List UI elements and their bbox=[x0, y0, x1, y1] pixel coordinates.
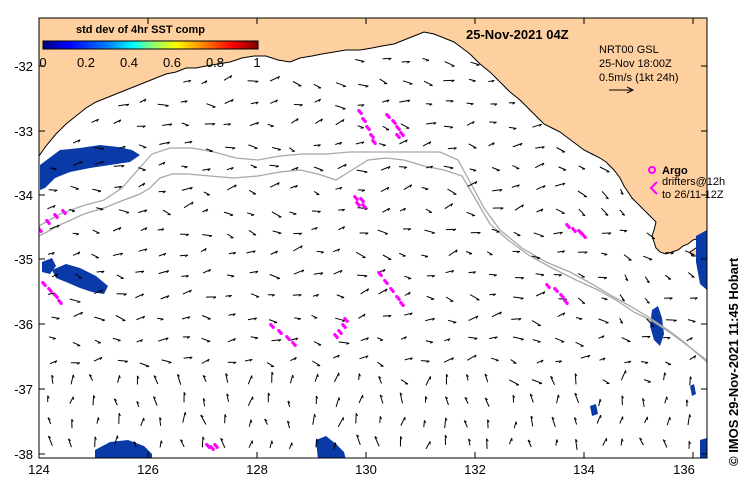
product-line: 25-Nov 18:00Z bbox=[599, 58, 672, 70]
product-info: NRT00 GSL 25-Nov 18:00Z 0.5m/s (1kt 24h) bbox=[599, 44, 678, 94]
credit-text: © IMOS 29-Nov-2021 11:45 Hobart bbox=[726, 257, 741, 466]
x-tick-label: 124 bbox=[28, 462, 50, 477]
x-tick-label: 132 bbox=[464, 462, 486, 477]
axis-ticks bbox=[38, 18, 707, 458]
colorbar-tick: 0.4 bbox=[120, 55, 138, 70]
x-tick-label: 128 bbox=[246, 462, 268, 477]
land-mass bbox=[39, 18, 707, 255]
sst-variance-patches bbox=[40, 145, 707, 458]
scale-arrow-icon bbox=[609, 86, 635, 94]
x-tick-label: 126 bbox=[137, 462, 159, 477]
product-line: NRT00 GSL bbox=[599, 44, 659, 56]
product-line: 0.5m/s (1kt 24h) bbox=[599, 72, 678, 84]
argo-drifter-tracks bbox=[39, 109, 587, 451]
y-tick-label: -33 bbox=[14, 124, 33, 139]
colorbar-tick: 0 bbox=[39, 55, 46, 70]
drifter-symbol-icon bbox=[649, 181, 658, 195]
colorbar-title: std dev of 4hr SST comp bbox=[76, 24, 205, 36]
y-tick-label: -34 bbox=[14, 188, 33, 203]
argo-label: Argo bbox=[662, 165, 688, 177]
y-tick-label: -38 bbox=[14, 447, 33, 462]
x-tick-label: 130 bbox=[355, 462, 377, 477]
x-axis-labels: 124 126 128 130 132 134 136 bbox=[28, 462, 695, 477]
colorbar: std dev of 4hr SST comp 0 0.2 0.4 0.6 0.… bbox=[39, 24, 260, 70]
x-tick-label: 134 bbox=[573, 462, 595, 477]
shelf-contour-1000m bbox=[39, 157, 707, 361]
y-axis-labels: -32 -33 -34 -35 -36 -37 -38 bbox=[14, 59, 33, 462]
argo-legend: Argo drifters@12h to 26/11-12Z bbox=[648, 165, 725, 201]
y-tick-label: -35 bbox=[14, 252, 33, 267]
y-tick-label: -32 bbox=[14, 59, 33, 74]
y-tick-label: -36 bbox=[14, 317, 33, 332]
colorbar-tick: 1 bbox=[253, 55, 260, 70]
x-tick-label: 136 bbox=[673, 462, 695, 477]
drifters-label: to 26/11-12Z bbox=[662, 189, 724, 201]
drifters-label: drifters@12h bbox=[662, 176, 725, 188]
map-title: 25-Nov-2021 04Z bbox=[466, 27, 569, 42]
colorbar-tick: 0.6 bbox=[163, 55, 181, 70]
map-frame bbox=[38, 17, 708, 459]
colorbar-tick: 0.2 bbox=[77, 55, 95, 70]
argo-symbol-icon bbox=[648, 166, 656, 174]
colorbar-tick: 0.8 bbox=[206, 55, 224, 70]
current-vectors bbox=[47, 57, 698, 450]
shelf-contour-200m bbox=[39, 147, 707, 363]
colorbar-gradient bbox=[42, 40, 259, 50]
y-tick-label: -37 bbox=[14, 382, 33, 397]
